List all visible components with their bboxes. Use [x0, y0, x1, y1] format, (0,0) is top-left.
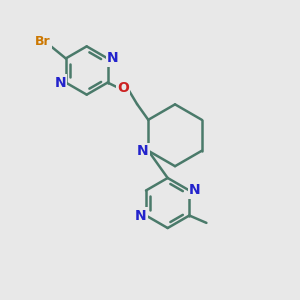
Text: N: N [189, 184, 200, 197]
Text: Br: Br [35, 35, 51, 48]
Text: N: N [107, 51, 119, 65]
Text: N: N [137, 144, 149, 158]
Text: O: O [117, 81, 129, 95]
Text: N: N [55, 76, 66, 90]
Text: N: N [135, 208, 146, 223]
